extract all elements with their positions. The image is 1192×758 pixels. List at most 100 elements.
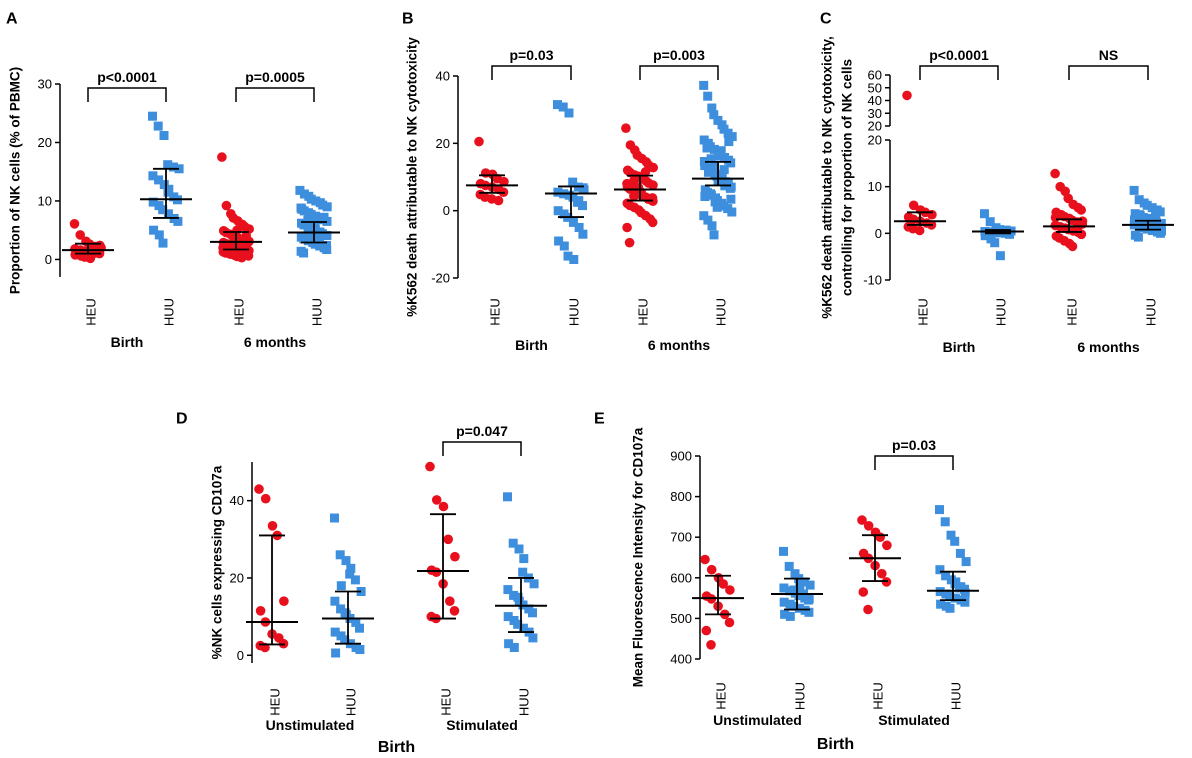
panel-a-point-heu	[243, 251, 254, 261]
panel-b-point-heu	[645, 162, 655, 172]
panel-c-p-value: p<0.0001	[929, 47, 989, 63]
panel-e-point-heu	[858, 587, 869, 597]
panel-e-point-huu	[794, 603, 804, 613]
panel-d-category-label: HUU	[343, 688, 358, 716]
panel-b-point-huu	[559, 241, 569, 251]
panel-b-point-huu	[706, 189, 715, 199]
panel-a-point-huu	[153, 121, 163, 131]
panel-c-group-label: Birth	[943, 339, 976, 355]
panel-e-ytick-label: 400	[670, 652, 692, 667]
panel-d-point-huu	[508, 538, 518, 548]
panel-b-point-huu	[703, 91, 713, 101]
panel-d-significance-bracket	[442, 441, 522, 456]
panel-d-point-huu	[529, 579, 539, 589]
panel-b-point-huu	[700, 192, 710, 201]
panel-b-point-huu	[574, 223, 584, 232]
panel-b-p-value: p=0.003	[653, 47, 705, 63]
panel-e-ytick-label: 700	[670, 530, 692, 545]
panel-e-point-huu	[935, 505, 944, 515]
panel-e-point-huu	[955, 583, 964, 593]
panel-e-point-huu	[960, 597, 970, 607]
panel-c-point-heu	[914, 225, 925, 236]
panel-e-point-huu	[940, 517, 950, 527]
panel-d-super-label: Birth	[378, 739, 415, 756]
panel-a-point-huu	[300, 231, 310, 241]
panel-d-point-huu	[336, 581, 346, 591]
panel-e-point-huu	[936, 599, 946, 609]
panel-d-category-label: HEU	[267, 688, 282, 715]
panel-c-point-huu	[1151, 212, 1161, 221]
panel-b-point-huu	[553, 100, 562, 110]
panel-a-point-huu	[149, 225, 159, 235]
panel-e-point-heu	[863, 604, 873, 615]
panel-a-point-huu	[148, 111, 157, 121]
panel-d-point-huu	[519, 554, 529, 564]
panel-e-point-heu	[877, 568, 887, 579]
panel-b-point-huu	[558, 102, 568, 112]
panel-d-point-huu	[340, 635, 350, 645]
panel-d-point-huu	[330, 596, 340, 606]
panel-d-point-huu	[330, 513, 339, 523]
panel-e-point-huu	[784, 561, 794, 571]
panel-b-category-label: HUU	[566, 298, 581, 326]
panel-e-point-heu	[875, 532, 885, 542]
panel-d-point-huu	[346, 563, 356, 573]
panel-c-point-heu	[1050, 168, 1060, 179]
panel-a-ytick-label: 0	[45, 252, 52, 267]
panel-b-point-huu	[714, 151, 724, 161]
panel-b-category-label: HEU	[487, 298, 502, 325]
panel-a-point-huu	[322, 240, 331, 250]
panel-e-point-huu	[945, 591, 955, 601]
panel-e-point-huu	[779, 597, 789, 607]
panel-a-point-heu	[95, 240, 105, 251]
panel-b-point-heu	[621, 123, 631, 133]
panel-c-point-huu	[995, 251, 1005, 261]
panel-a-p-value: p=0.0005	[245, 69, 305, 85]
panel-a-point-huu	[315, 235, 324, 245]
panel-a-group-label: Birth	[111, 334, 144, 350]
panel-a-category-label: HEU	[231, 298, 246, 325]
panel-e-point-heu	[718, 579, 728, 589]
panel-c-point-huu	[1133, 232, 1143, 242]
panel-b-group-label: 6 months	[648, 337, 710, 353]
panel-c-point-heu	[908, 200, 919, 211]
panel-c-ytick-label: 30	[868, 106, 882, 121]
panel-e-category-label: HEU	[870, 682, 885, 709]
panel-b-point-huu	[553, 187, 563, 197]
panel-b-point-huu	[564, 108, 574, 118]
panel-e-letter: E	[594, 410, 605, 427]
panel-b-point-huu	[710, 197, 720, 207]
panel-c-point-huu	[1147, 203, 1157, 213]
panel-b-point-huu	[563, 251, 573, 261]
panel-d-point-heu	[425, 461, 435, 472]
panel-d-point-huu	[518, 567, 528, 577]
panel-c-category-label: HEU	[1064, 298, 1079, 325]
panel-e-p-value: p=0.03	[892, 437, 936, 453]
panel-b-category-label: HEU	[635, 298, 650, 325]
panel-b-ytick-label: -20	[431, 271, 450, 286]
panel-b-point-huu	[707, 221, 717, 231]
panel-e-point-huu	[789, 585, 799, 595]
panel-b-point-huu	[727, 132, 737, 142]
panel-d-point-huu	[513, 592, 523, 602]
panel-d-point-huu	[351, 617, 361, 627]
panel-b-letter: B	[402, 10, 414, 27]
panel-b-point-huu	[568, 217, 578, 227]
panel-d-category-label: HEU	[438, 688, 453, 715]
panel-a-point-huu	[148, 197, 158, 207]
panel-b-point-huu	[578, 229, 588, 239]
panel-e-significance-bracket	[874, 455, 954, 470]
panel-d-point-huu	[330, 627, 340, 637]
panel-d-point-heu	[260, 493, 271, 504]
panel-c-category-label: HEU	[915, 298, 930, 325]
panel-c-point-huu	[1130, 215, 1139, 225]
panel-e-ytick-label: 800	[670, 489, 692, 504]
panel-e-point-huu	[946, 530, 956, 540]
panel-d-point-heu	[431, 495, 442, 505]
panel-b-point-huu	[719, 165, 729, 175]
panel-d-p-value: p=0.047	[456, 423, 508, 439]
panel-d-point-huu	[504, 639, 514, 649]
panel-a-point-huu	[154, 175, 164, 185]
panel-c-point-huu	[1151, 217, 1161, 227]
